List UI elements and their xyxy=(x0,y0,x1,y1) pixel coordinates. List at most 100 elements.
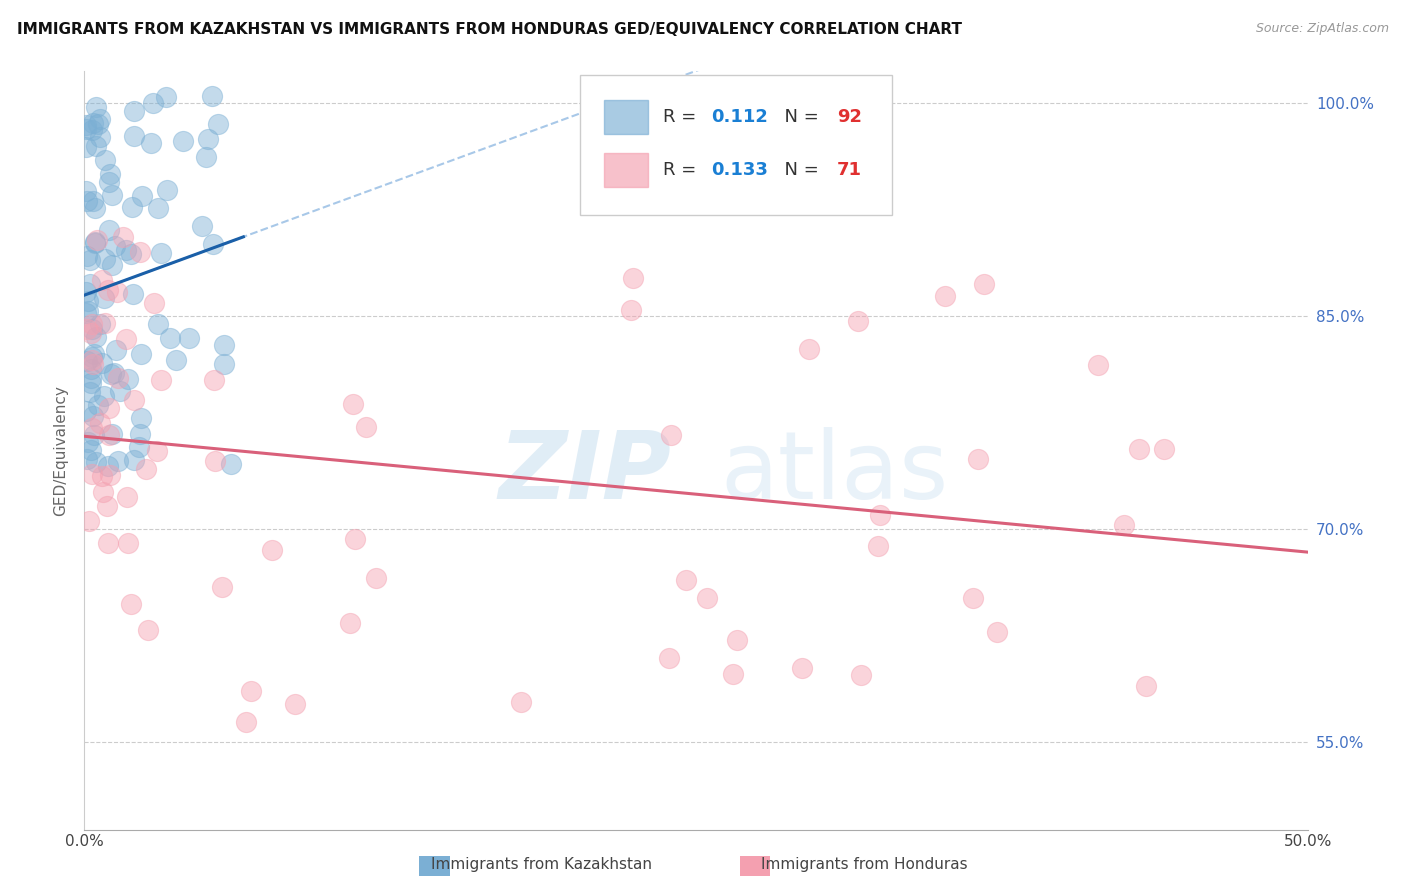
Text: R =: R = xyxy=(664,108,702,126)
Point xyxy=(121,200,143,214)
Point xyxy=(82,353,104,368)
Text: N =: N = xyxy=(773,161,824,179)
Point xyxy=(195,150,218,164)
Text: 0.112: 0.112 xyxy=(710,108,768,126)
Point xyxy=(84,100,107,114)
Text: Immigrants from Kazakhstan: Immigrants from Kazakhstan xyxy=(430,857,652,872)
Text: 71: 71 xyxy=(837,161,862,179)
Point xyxy=(107,370,129,384)
Point xyxy=(107,454,129,468)
Text: atlas: atlas xyxy=(720,427,949,519)
Point xyxy=(79,376,101,391)
Point xyxy=(75,118,97,132)
Point xyxy=(89,416,111,430)
Text: N =: N = xyxy=(773,108,824,126)
Point xyxy=(84,455,107,469)
Point xyxy=(122,392,145,407)
Point xyxy=(146,318,169,332)
Point xyxy=(165,353,187,368)
Point xyxy=(150,246,173,260)
Point xyxy=(93,153,115,167)
Text: Source: ZipAtlas.com: Source: ZipAtlas.com xyxy=(1256,22,1389,36)
Point xyxy=(115,491,138,505)
Point xyxy=(696,591,718,606)
Point xyxy=(191,219,214,233)
Point xyxy=(219,457,242,471)
Point xyxy=(82,194,104,208)
FancyBboxPatch shape xyxy=(579,75,891,216)
Point xyxy=(214,338,236,352)
Text: Immigrants from Honduras: Immigrants from Honduras xyxy=(762,857,967,872)
Point xyxy=(124,103,146,118)
Point xyxy=(87,398,110,412)
Point xyxy=(177,331,200,345)
Point xyxy=(89,318,111,332)
Point xyxy=(97,401,120,416)
Point xyxy=(82,116,104,130)
Point xyxy=(91,469,114,483)
Point xyxy=(76,194,98,209)
Point xyxy=(143,296,166,310)
Point xyxy=(1153,442,1175,456)
Point xyxy=(75,140,97,154)
Point xyxy=(139,136,162,150)
Point xyxy=(80,467,103,482)
Point xyxy=(973,277,995,292)
Point xyxy=(659,427,682,442)
Point xyxy=(87,117,110,131)
Point xyxy=(135,462,157,476)
Point xyxy=(108,384,131,399)
Point xyxy=(354,420,377,434)
Point xyxy=(962,591,984,606)
Point xyxy=(211,580,233,594)
Point xyxy=(204,454,226,468)
Point xyxy=(77,304,100,318)
Point xyxy=(75,404,97,418)
Point xyxy=(93,389,115,403)
Point xyxy=(129,244,152,259)
Point xyxy=(114,332,136,346)
Point xyxy=(112,230,135,244)
Point xyxy=(339,615,361,630)
Point xyxy=(148,201,170,215)
Text: IMMIGRANTS FROM KAZAKHSTAN VS IMMIGRANTS FROM HONDURAS GED/EQUIVALENCY CORRELATI: IMMIGRANTS FROM KAZAKHSTAN VS IMMIGRANTS… xyxy=(17,22,962,37)
Point xyxy=(156,183,179,197)
Point xyxy=(260,543,283,558)
Point xyxy=(80,326,103,340)
Point xyxy=(509,695,531,709)
Point xyxy=(96,499,118,513)
FancyBboxPatch shape xyxy=(605,100,648,134)
Point xyxy=(90,356,112,370)
Point xyxy=(98,167,121,181)
Point xyxy=(115,243,138,257)
Point xyxy=(146,443,169,458)
Point xyxy=(75,285,97,300)
Point xyxy=(966,451,988,466)
Point xyxy=(100,187,122,202)
FancyBboxPatch shape xyxy=(605,153,648,186)
Point xyxy=(1114,517,1136,532)
Point xyxy=(79,277,101,292)
Point xyxy=(131,189,153,203)
Point xyxy=(80,421,103,435)
Point xyxy=(866,539,889,553)
Point xyxy=(129,411,152,425)
Point xyxy=(77,434,100,449)
Point xyxy=(1087,358,1109,372)
Point xyxy=(790,661,813,675)
Point xyxy=(212,357,235,371)
Point xyxy=(76,353,98,368)
Point xyxy=(80,351,103,365)
Point xyxy=(82,317,104,331)
Point xyxy=(75,306,97,320)
Point xyxy=(120,597,142,611)
Point xyxy=(172,134,194,148)
Point xyxy=(1128,442,1150,457)
Point xyxy=(75,121,97,136)
Point xyxy=(155,90,177,104)
Point xyxy=(117,536,139,550)
Point xyxy=(84,329,107,343)
Point xyxy=(240,683,263,698)
Point xyxy=(366,571,388,585)
Point xyxy=(846,314,869,328)
